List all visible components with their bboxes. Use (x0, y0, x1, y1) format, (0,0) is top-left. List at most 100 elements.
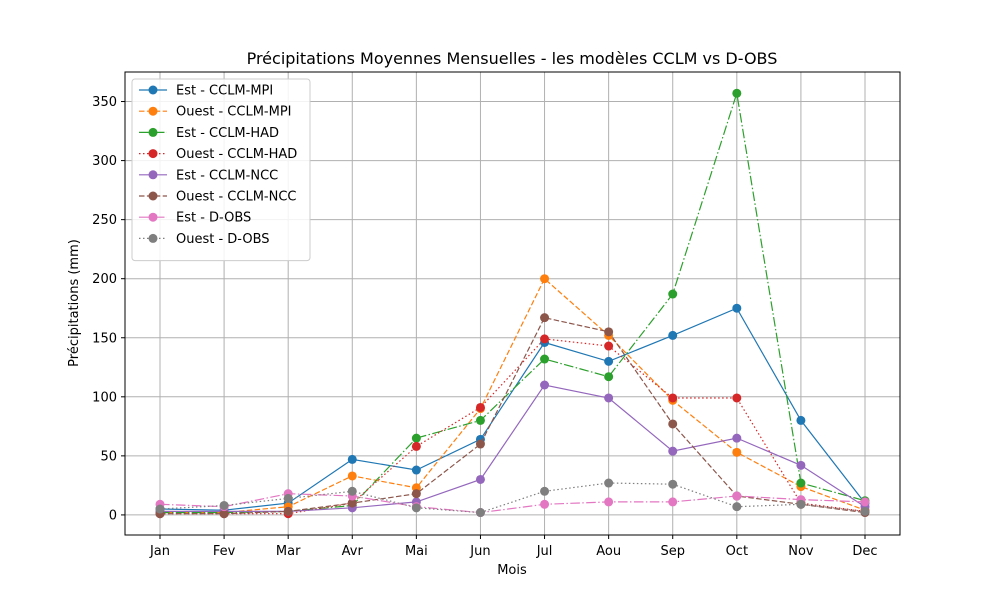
data-point (668, 419, 678, 429)
data-point (668, 497, 678, 507)
series-est-cclm-ncc (155, 380, 870, 516)
series-line (159, 482, 866, 514)
series-est-d-obs (155, 489, 870, 518)
x-tick-label: Nov (788, 544, 814, 559)
legend-marker (148, 191, 158, 201)
legend-marker (148, 127, 158, 137)
data-point (732, 88, 742, 98)
legend-label: Est - CCLM-NCC (176, 168, 278, 183)
series-ouest-cclm-had (155, 334, 870, 519)
data-point (860, 497, 870, 507)
legend-label: Ouest - CCLM-HAD (176, 147, 297, 162)
data-point (219, 509, 229, 519)
data-point (347, 498, 357, 508)
x-tick-label: Avr (342, 544, 364, 559)
data-point (411, 433, 421, 443)
legend-label: Est - CCLM-HAD (176, 126, 279, 141)
series-line (159, 493, 866, 514)
y-tick-label: 250 (92, 213, 117, 228)
x-tick-label: Jan (149, 544, 170, 559)
data-point (604, 478, 614, 488)
data-point (796, 460, 806, 470)
legend-item: Ouest - CCLM-HAD (139, 147, 297, 162)
data-point (475, 439, 485, 449)
data-point (540, 486, 550, 496)
series-layer (155, 88, 870, 519)
legend-item: Ouest - D-OBS (139, 232, 270, 247)
legend-item: Est - CCLM-HAD (139, 126, 279, 141)
data-point (411, 503, 421, 513)
data-point (732, 447, 742, 457)
data-point (732, 393, 742, 403)
data-point (475, 474, 485, 484)
series-line (160, 384, 866, 512)
data-point (860, 506, 870, 516)
data-point (668, 393, 678, 403)
x-tick-label: Dec (852, 544, 877, 559)
data-point (540, 334, 550, 344)
data-point (411, 441, 421, 451)
x-tick-label: Jun (469, 544, 490, 559)
data-point (604, 341, 614, 351)
data-point (411, 489, 421, 499)
data-point (604, 393, 614, 403)
data-point (347, 454, 357, 464)
legend-marker (148, 170, 158, 180)
data-point (540, 380, 550, 390)
x-tick-label: Mar (276, 544, 301, 559)
x-tick-label: Jul (536, 544, 553, 559)
x-axis: Jan Fev Mar Avr Mai Jun Jul Aou Sep Oct Nov Dec (149, 535, 878, 559)
data-point (796, 499, 806, 509)
legend-marker (148, 233, 158, 243)
legend-marker (148, 106, 158, 116)
data-point (347, 471, 357, 481)
series-line (159, 307, 866, 511)
y-tick-label: 100 (92, 390, 117, 405)
legend-label: Est - CCLM-MPI (176, 84, 273, 99)
y-tick-label: 350 (92, 95, 117, 110)
legend-item: Ouest - CCLM-MPI (139, 105, 292, 120)
series-est-cclm-mpi (155, 303, 870, 515)
series-ouest-cclm-mpi (155, 274, 870, 518)
x-tick-label: Aou (596, 544, 621, 559)
data-point (732, 303, 742, 313)
grid-lines (125, 72, 900, 535)
data-point (796, 478, 806, 488)
data-point (155, 504, 165, 514)
data-point (732, 433, 742, 443)
x-tick-label: Oct (726, 544, 748, 559)
y-tick-label: 150 (92, 331, 117, 346)
legend-label: Est - D-OBS (176, 211, 251, 226)
x-tick-label: Mai (405, 544, 428, 559)
data-point (668, 289, 678, 299)
legend-item: Est - CCLM-NCC (139, 168, 278, 183)
data-point (283, 493, 293, 503)
data-point (475, 415, 485, 425)
y-tick-label: 200 (92, 272, 117, 287)
series-line (160, 277, 866, 514)
chart-title: Précipitations Moyennes Mensuelles - les… (247, 49, 778, 68)
data-point (668, 446, 678, 456)
data-point (668, 330, 678, 340)
legend-item: Ouest - CCLM-NCC (139, 190, 296, 205)
legend-label: Ouest - CCLM-NCC (176, 190, 296, 205)
data-point (347, 486, 357, 496)
y-tick-label: 0 (109, 508, 117, 523)
data-point (604, 497, 614, 507)
y-tick-label: 300 (92, 154, 117, 169)
legend-marker (148, 212, 158, 222)
data-point (668, 479, 678, 489)
data-point (540, 499, 550, 509)
data-point (732, 491, 742, 501)
data-point (475, 402, 485, 412)
legend-marker (148, 149, 158, 159)
legend-marker (148, 85, 158, 95)
y-tick-label: 50 (100, 449, 117, 464)
y-axis: 0 50 100 150 200 250 300 350 (92, 95, 125, 523)
data-point (732, 502, 742, 512)
data-point (219, 500, 229, 510)
x-tick-label: Fev (213, 544, 236, 559)
y-axis-label: Précipitations (mm) (67, 239, 82, 367)
data-point (796, 415, 806, 425)
